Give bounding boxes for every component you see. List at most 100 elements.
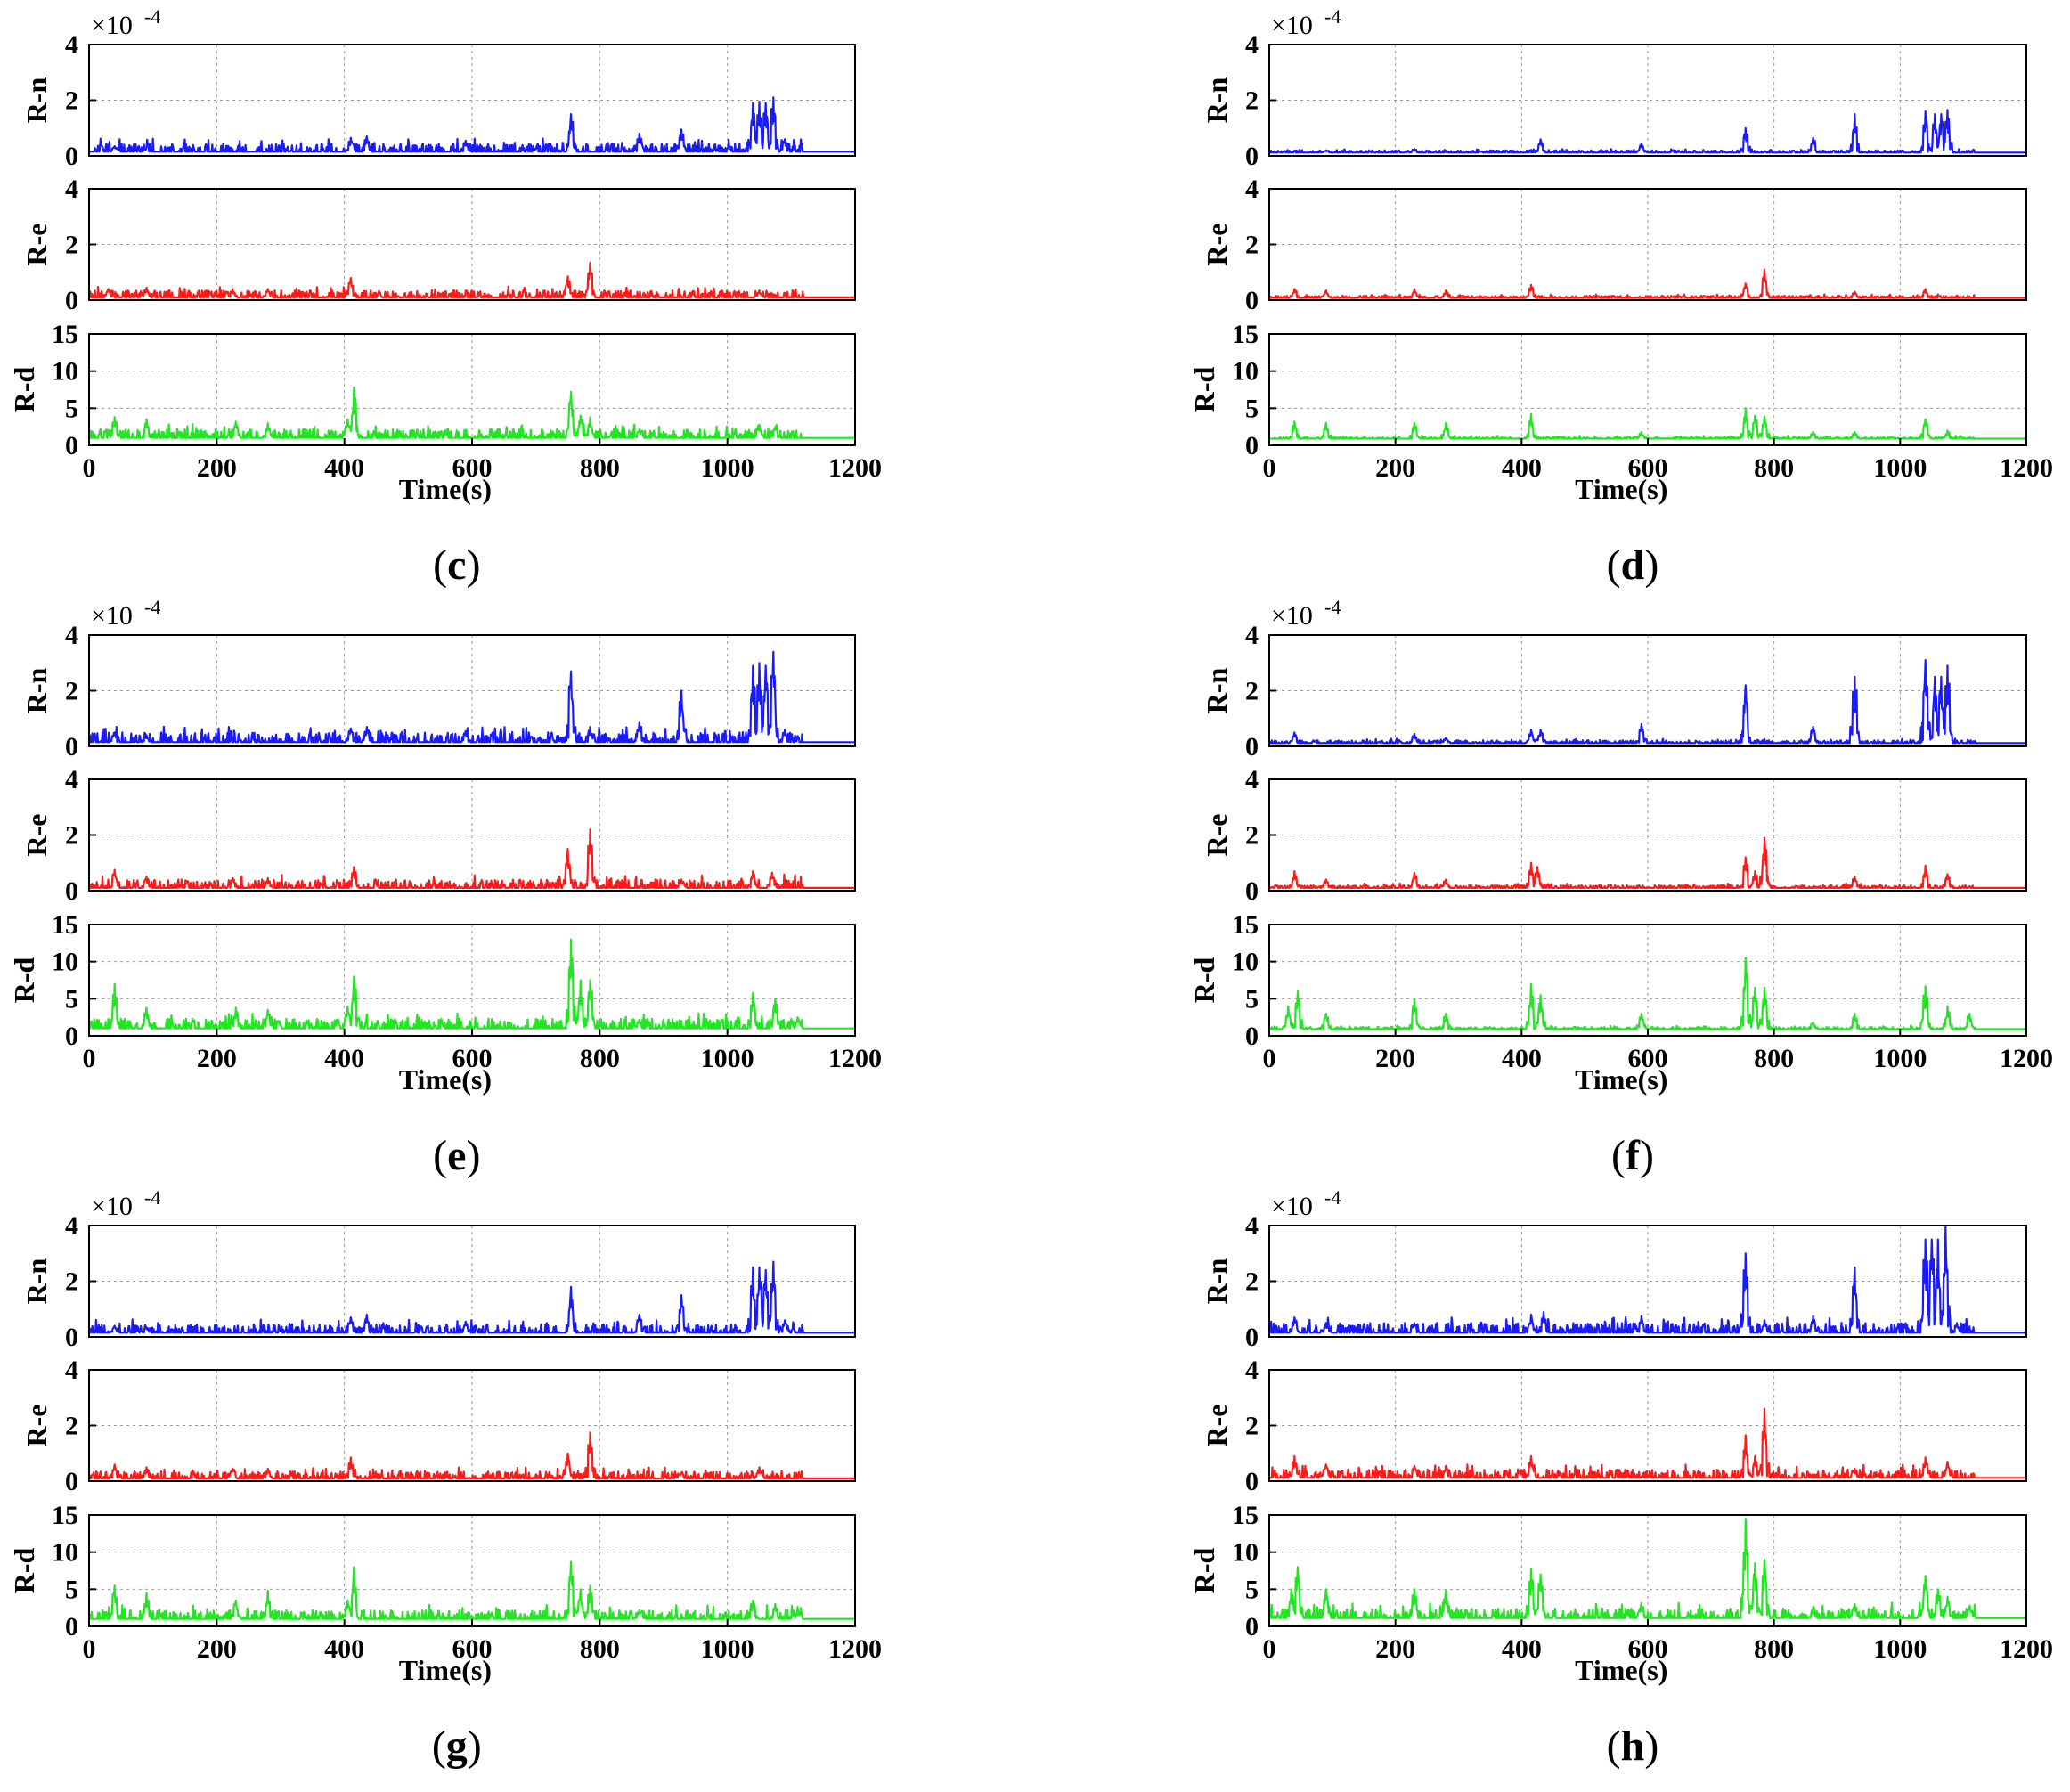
series-line-r-d [88, 938, 856, 1030]
x-tick-label: 600 [452, 1044, 493, 1073]
y-axis-label: R-n [20, 668, 53, 714]
y-tick-label: 2 [65, 86, 78, 116]
x-tick-label: 200 [197, 1634, 237, 1664]
y-tick-label: 4 [65, 1211, 78, 1241]
y-axis-label: R-n [20, 1258, 53, 1305]
scale-exponent-label: -4 [1324, 1186, 1341, 1209]
y-axis-label: R-n [1201, 668, 1233, 714]
x-tick-label: 400 [324, 453, 364, 483]
subplot-r-e: 0 2 4 R-e [20, 765, 856, 906]
x-tick-label: 400 [324, 1044, 364, 1073]
y-tick-label: 2 [65, 231, 78, 260]
scale-factor-label: ×10 [91, 1192, 133, 1221]
y-tick-label: 15 [1232, 1501, 1259, 1530]
y-tick-label: 0 [1245, 1467, 1259, 1496]
y-axis-label: R-n [1201, 1258, 1233, 1305]
x-tick-label: 400 [1502, 1634, 1542, 1664]
y-tick-label: 4 [1245, 175, 1259, 204]
x-tick-label: 600 [1628, 1634, 1668, 1664]
x-tick-label: 400 [1502, 453, 1542, 483]
x-tick-label: 0 [1263, 1044, 1276, 1073]
y-tick-label: 2 [1245, 821, 1259, 851]
y-tick-label: 2 [65, 677, 78, 706]
y-tick-label: 5 [1245, 394, 1259, 423]
subplot-r-d: 0 5 10 15 R-d 0 200 400 600 800 1000 1200 Time(s) [1188, 1501, 2053, 1686]
series-line-r-e [1268, 836, 2027, 889]
y-tick-label: 0 [1245, 1323, 1259, 1352]
x-tick-label: 800 [1754, 1634, 1794, 1664]
y-tick-label: 10 [52, 948, 78, 977]
y-tick-label: 2 [1245, 1267, 1259, 1297]
y-axis-label: R-e [20, 1405, 53, 1447]
scale-exponent-label: -4 [144, 596, 160, 618]
subplot-r-n: 0 2 4 R-n [20, 30, 856, 171]
y-tick-label: 0 [65, 876, 78, 906]
panel-label: (g) [432, 1723, 482, 1770]
series-line-r-e [1268, 1407, 2027, 1479]
x-tick-label: 1000 [1873, 453, 1927, 483]
subplot-r-d: 0 5 10 15 R-d 0 200 400 600 800 1000 1200 Time(s) [8, 1501, 882, 1686]
y-tick-label: 0 [1245, 142, 1259, 171]
series-line-r-e [88, 828, 856, 889]
y-tick-label: 2 [65, 821, 78, 851]
scale-exponent-label: -4 [144, 1186, 160, 1209]
scale-exponent-label: -4 [1324, 5, 1341, 28]
y-tick-label: 5 [1245, 984, 1259, 1014]
y-tick-label: 0 [65, 142, 78, 171]
y-axis-label: R-n [20, 77, 53, 124]
x-tick-label: 200 [1375, 1044, 1415, 1073]
y-tick-label: 0 [65, 1323, 78, 1352]
subplot-r-n: 0 2 4 R-n [1201, 30, 2027, 171]
y-axis-label: R-d [1188, 367, 1220, 413]
panel-label: (h) [1607, 1723, 1659, 1770]
x-tick-label: 600 [1628, 1044, 1668, 1073]
y-tick-label: 15 [1232, 910, 1259, 940]
x-tick-label: 0 [1263, 1634, 1276, 1664]
chart-panel-d: ×10 -4 0 2 4 R-n 0 2 4 R-e 0 5 10 15 R-d 0 200 400 600 800 1… [1188, 5, 2053, 589]
y-tick-label: 4 [1245, 30, 1259, 60]
y-axis-label: R-d [1188, 957, 1220, 1004]
y-axis-label: R-e [1201, 224, 1233, 266]
x-tick-label: 800 [580, 1044, 620, 1073]
subplot-r-e: 0 2 4 R-e [1201, 175, 2027, 315]
x-tick-label: 1200 [2000, 1044, 2053, 1073]
y-tick-label: 0 [65, 431, 78, 460]
series-line-r-n [88, 1260, 856, 1334]
y-tick-label: 0 [1245, 1612, 1259, 1641]
y-axis-label: R-d [8, 367, 40, 413]
x-tick-label: 1000 [1873, 1634, 1927, 1664]
y-tick-label: 0 [1245, 1022, 1259, 1051]
series-line-r-d [87, 1560, 856, 1620]
scale-factor-label: ×10 [91, 11, 133, 40]
series-line-r-n [1267, 1225, 2027, 1334]
x-tick-label: 400 [1502, 1044, 1542, 1073]
y-tick-label: 4 [1245, 621, 1259, 650]
subplot-r-e: 0 2 4 R-e [20, 1356, 856, 1496]
subplot-r-d: 0 5 10 15 R-d 0 200 400 600 800 1000 1200 Time(s) [1188, 320, 2053, 505]
y-tick-label: 2 [1245, 231, 1259, 260]
y-tick-label: 0 [65, 1022, 78, 1051]
x-tick-label: 1200 [828, 453, 882, 483]
y-axis-label: R-n [1201, 77, 1233, 124]
y-tick-label: 0 [65, 732, 78, 762]
series-line-r-n [1268, 109, 2027, 154]
y-axis-label: R-d [8, 1548, 40, 1594]
subplot-r-n: 0 2 4 R-n [1201, 621, 2027, 762]
x-axis-label: Time(s) [1575, 1063, 1667, 1096]
x-axis-label: Time(s) [1575, 473, 1667, 505]
x-tick-label: 200 [1375, 453, 1415, 483]
series-line-r-e [87, 1431, 856, 1479]
x-axis-label: Time(s) [1575, 1654, 1667, 1686]
x-tick-label: 1200 [828, 1044, 882, 1073]
y-tick-label: 10 [1232, 1538, 1259, 1568]
panel-label: (d) [1607, 542, 1659, 589]
x-tick-label: 400 [324, 1634, 364, 1664]
y-tick-label: 4 [65, 1356, 78, 1385]
x-axis-label: Time(s) [399, 473, 492, 505]
x-tick-label: 0 [1263, 453, 1276, 483]
y-tick-label: 0 [65, 1612, 78, 1641]
subplot-r-e: 0 2 4 R-e [1201, 765, 2027, 906]
y-tick-label: 15 [52, 910, 78, 940]
y-tick-label: 5 [1245, 1575, 1259, 1604]
series-line-r-n [1267, 659, 2027, 745]
